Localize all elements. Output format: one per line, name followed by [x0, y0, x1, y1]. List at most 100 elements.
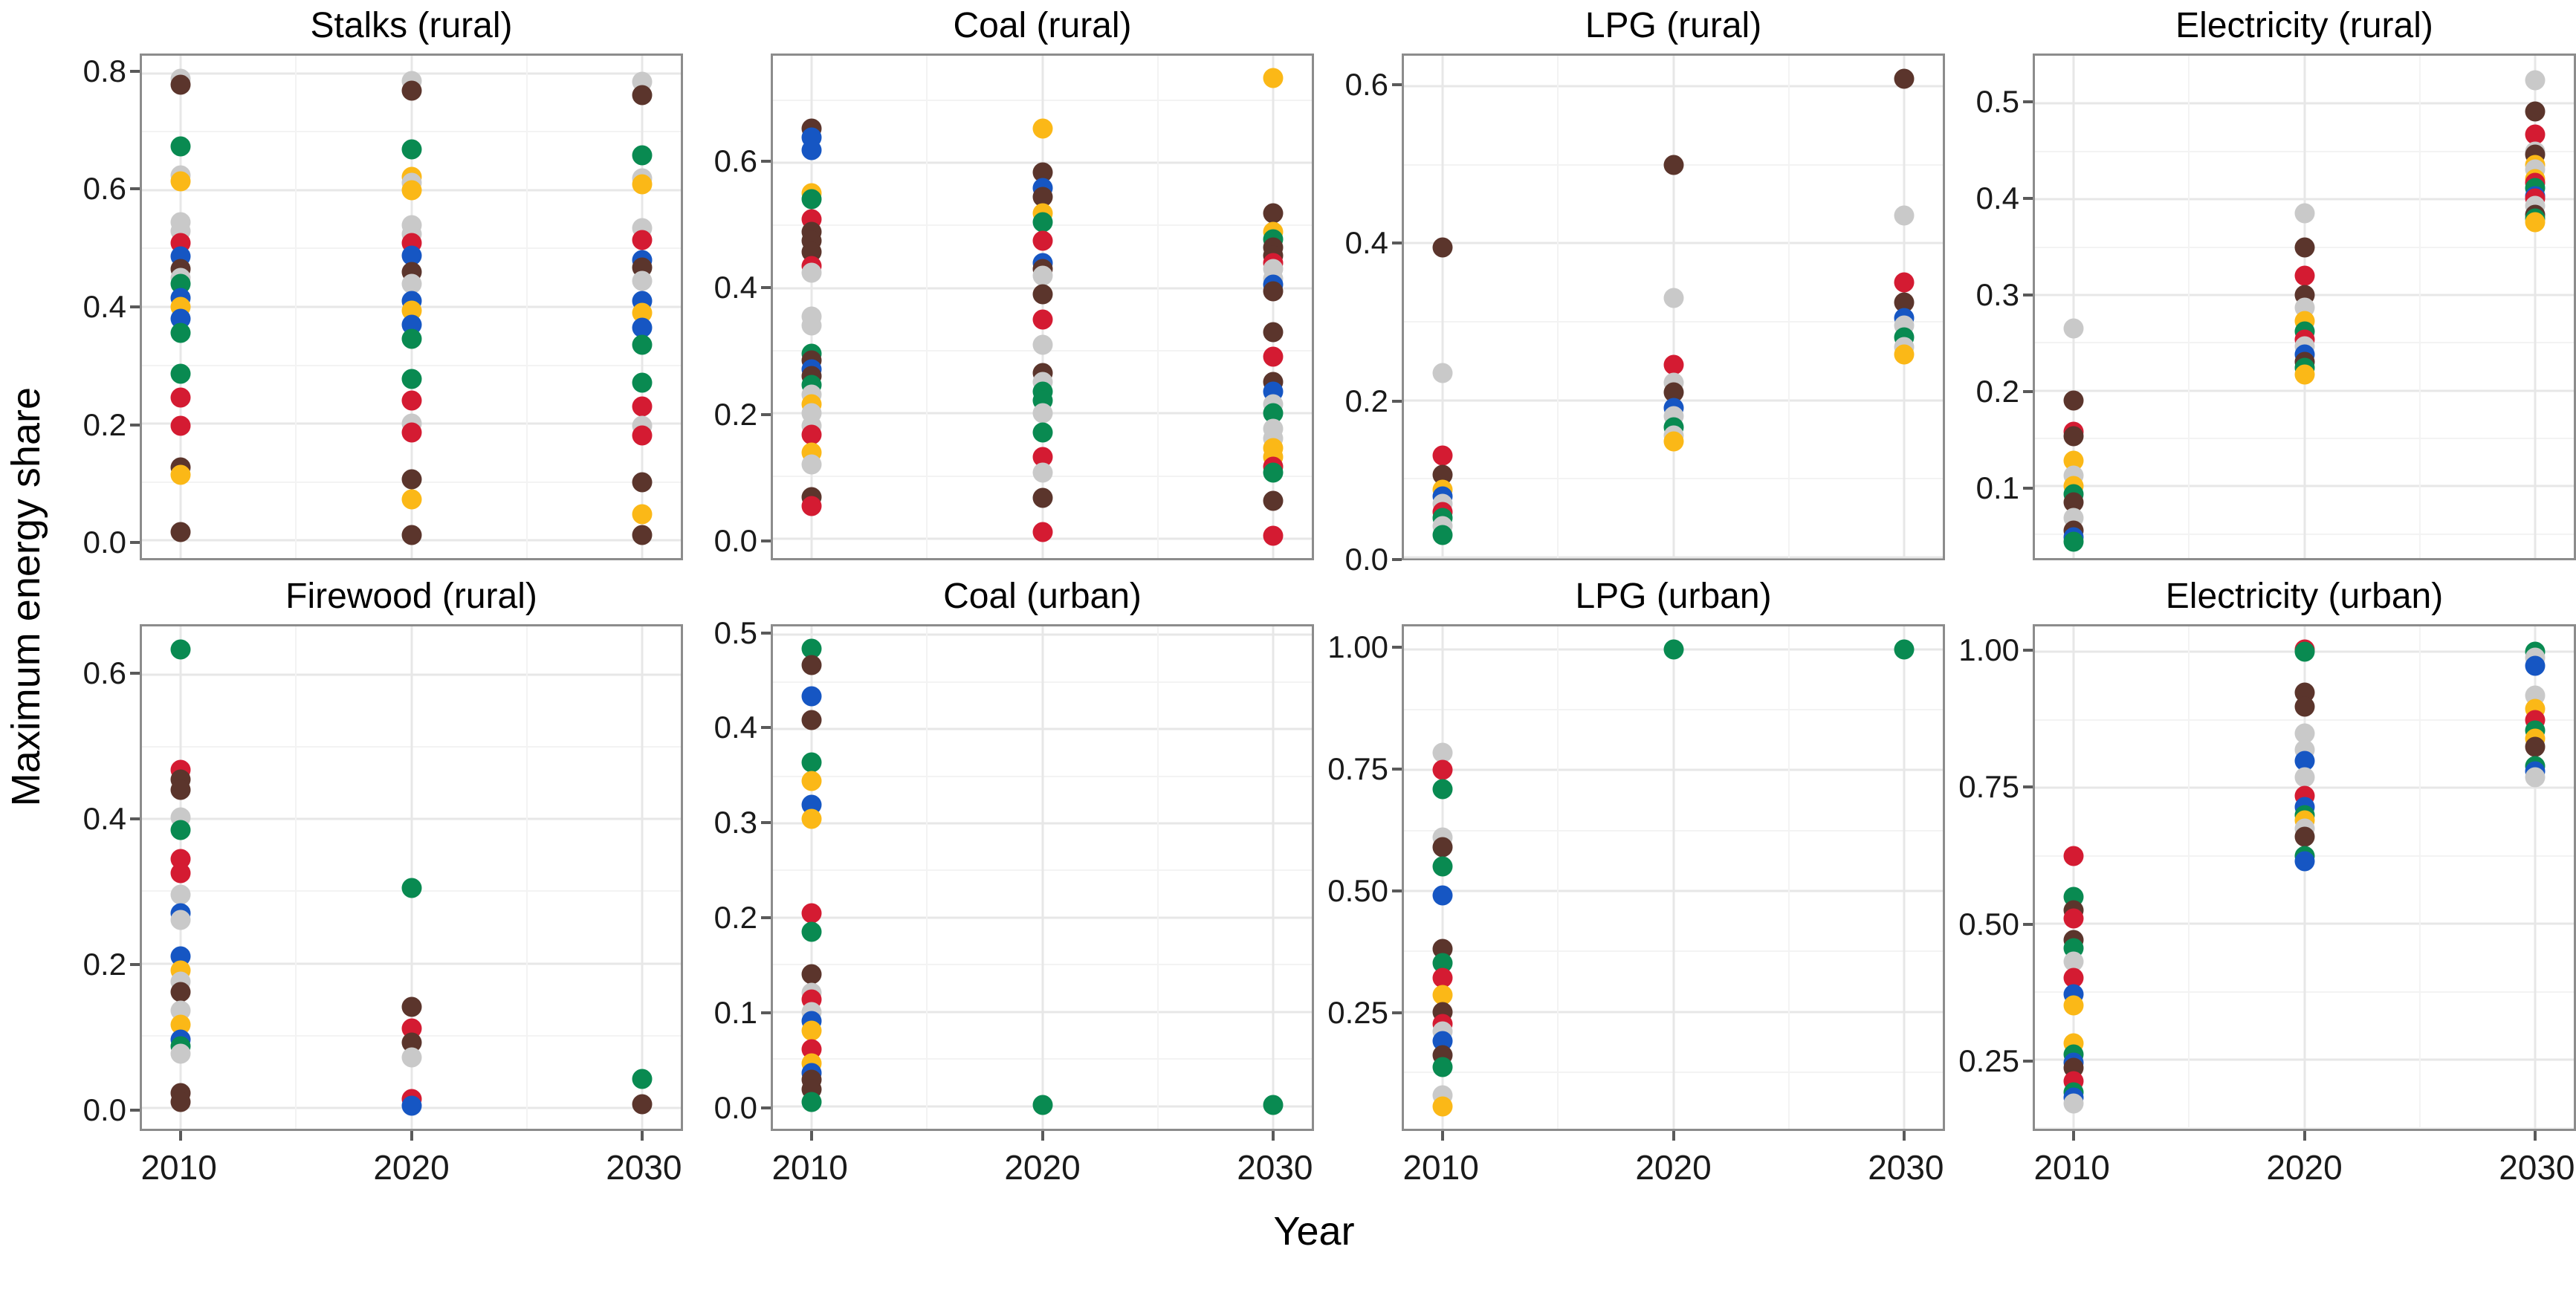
y-axis-coal-urban: 0.0 0.1 0.2 0.3 0.4 0.5 [683, 615, 771, 1131]
data-point [632, 504, 653, 525]
data-point [1032, 284, 1052, 305]
y-tick-mark [130, 1108, 140, 1112]
data-point [1432, 742, 1453, 763]
gridline-major [641, 626, 644, 1129]
gridline-minor [2188, 56, 2190, 558]
panel-body-firewood-rural: 0.0 0.2 0.4 0.6 [52, 624, 683, 1141]
data-point [632, 1069, 653, 1089]
x-tick-mark [640, 1131, 644, 1141]
x-tick-label: 2030 [2499, 1148, 2575, 1187]
x-tick-label: 2010 [2033, 1148, 2110, 1187]
y-axis-lpg-urban: 0.25 0.50 0.75 1.00 [1314, 624, 1402, 1131]
y-tick-label: 0.4 [82, 289, 126, 324]
y-tick-label: 0.5 [713, 615, 757, 650]
data-point [1263, 322, 1284, 343]
data-point [1432, 779, 1453, 800]
gridline-major [1272, 626, 1275, 1129]
data-point [2525, 101, 2546, 122]
data-point [1432, 837, 1453, 858]
data-point [801, 964, 822, 985]
panel-title-coal-rural: Coal (rural) [953, 6, 1132, 45]
y-tick-mark [1392, 241, 1402, 244]
data-point [170, 779, 191, 800]
gridline-major [1903, 626, 1906, 1129]
y-tick-mark [130, 69, 140, 73]
data-point [170, 982, 191, 1002]
data-point [801, 424, 822, 445]
data-point [170, 171, 191, 192]
data-point [2063, 1093, 2084, 1114]
data-point [401, 80, 421, 101]
plot-area-lpg-rural [1402, 54, 1945, 560]
data-point [1894, 344, 1915, 365]
data-point [632, 1094, 653, 1115]
panels-grid: Stalks (rural) 0.0 0.2 0.4 0.6 0.8 Coal (rural… [52, 4, 2576, 1196]
data-point [1032, 118, 1052, 139]
x-tick-mark [2072, 1131, 2076, 1141]
data-point [401, 139, 421, 160]
data-point [1894, 272, 1915, 293]
y-tick-label: 0.3 [1975, 276, 2019, 312]
data-point [1032, 522, 1052, 542]
gridline-minor [926, 56, 928, 558]
y-tick-label: 0.8 [82, 53, 126, 88]
data-point [2294, 641, 2314, 662]
data-point [632, 270, 653, 291]
y-tick-label: 0.6 [82, 655, 126, 690]
data-point [401, 489, 421, 510]
data-point [1432, 967, 1453, 988]
data-point [1263, 490, 1284, 511]
data-point [170, 863, 191, 884]
data-point [2063, 426, 2084, 447]
data-point [2525, 736, 2546, 757]
data-point [2294, 826, 2314, 847]
x-tick-mark [1041, 1131, 1044, 1141]
y-tick-label: 0.50 [1958, 906, 2019, 941]
y-tick-label: 0.4 [713, 710, 757, 745]
y-tick-mark [2023, 293, 2033, 296]
gridline-minor [2418, 626, 2421, 1129]
y-tick-mark [761, 726, 771, 730]
x-tick-mark [1271, 1131, 1275, 1141]
gridline-major [410, 626, 412, 1129]
x-tick-mark [1441, 1131, 1445, 1141]
y-tick-mark [761, 160, 771, 163]
panel-title-firewood-rural: Firewood (rural) [285, 577, 537, 616]
y-tick-mark [761, 1011, 771, 1015]
y-tick-label: 0.2 [1975, 373, 2019, 409]
gridline-major [1672, 626, 1674, 1129]
y-tick-label: 0.0 [1344, 541, 1388, 577]
data-point [1663, 288, 1683, 308]
y-tick-mark [761, 1106, 771, 1110]
data-point [1032, 212, 1052, 233]
y-tick-mark [2023, 196, 2033, 200]
y-tick-label: 0.0 [82, 1092, 126, 1127]
y-tick-label: 0.1 [1975, 470, 2019, 505]
data-point [401, 1047, 421, 1068]
data-point [401, 390, 421, 411]
data-point [1894, 205, 1915, 226]
data-point [401, 180, 421, 201]
x-tick-mark [410, 1131, 413, 1141]
panel-electricity-rural: Electricity (rural) 0.1 0.2 0.3 0.4 0.5 [1945, 4, 2576, 560]
data-point [1032, 487, 1052, 508]
gridline-major [1441, 56, 1444, 558]
y-tick-label: 0.0 [713, 1090, 757, 1126]
data-point [2294, 696, 2314, 717]
panel-title-electricity-rural: Electricity (rural) [2175, 6, 2433, 45]
data-point [632, 334, 653, 355]
panel-body-electricity-urban: 0.25 0.50 0.75 1.00 [1945, 624, 2576, 1141]
data-point [801, 771, 822, 791]
data-point [1663, 431, 1683, 452]
data-point [1032, 403, 1052, 424]
gridline-major [2072, 56, 2075, 558]
plot-area-firewood-rural [140, 624, 683, 1141]
data-point [2294, 767, 2314, 788]
data-point [2294, 265, 2314, 286]
plot-area-coal-rural [771, 54, 1314, 560]
data-point [170, 522, 191, 542]
gridline-major [810, 626, 813, 1129]
data-point [1663, 639, 1683, 660]
data-point [1894, 639, 1915, 660]
panel-coal-urban: Coal (urban) 0.0 0.1 0.2 0.3 0.4 0.5 2010 2020 20… [683, 575, 1314, 1196]
